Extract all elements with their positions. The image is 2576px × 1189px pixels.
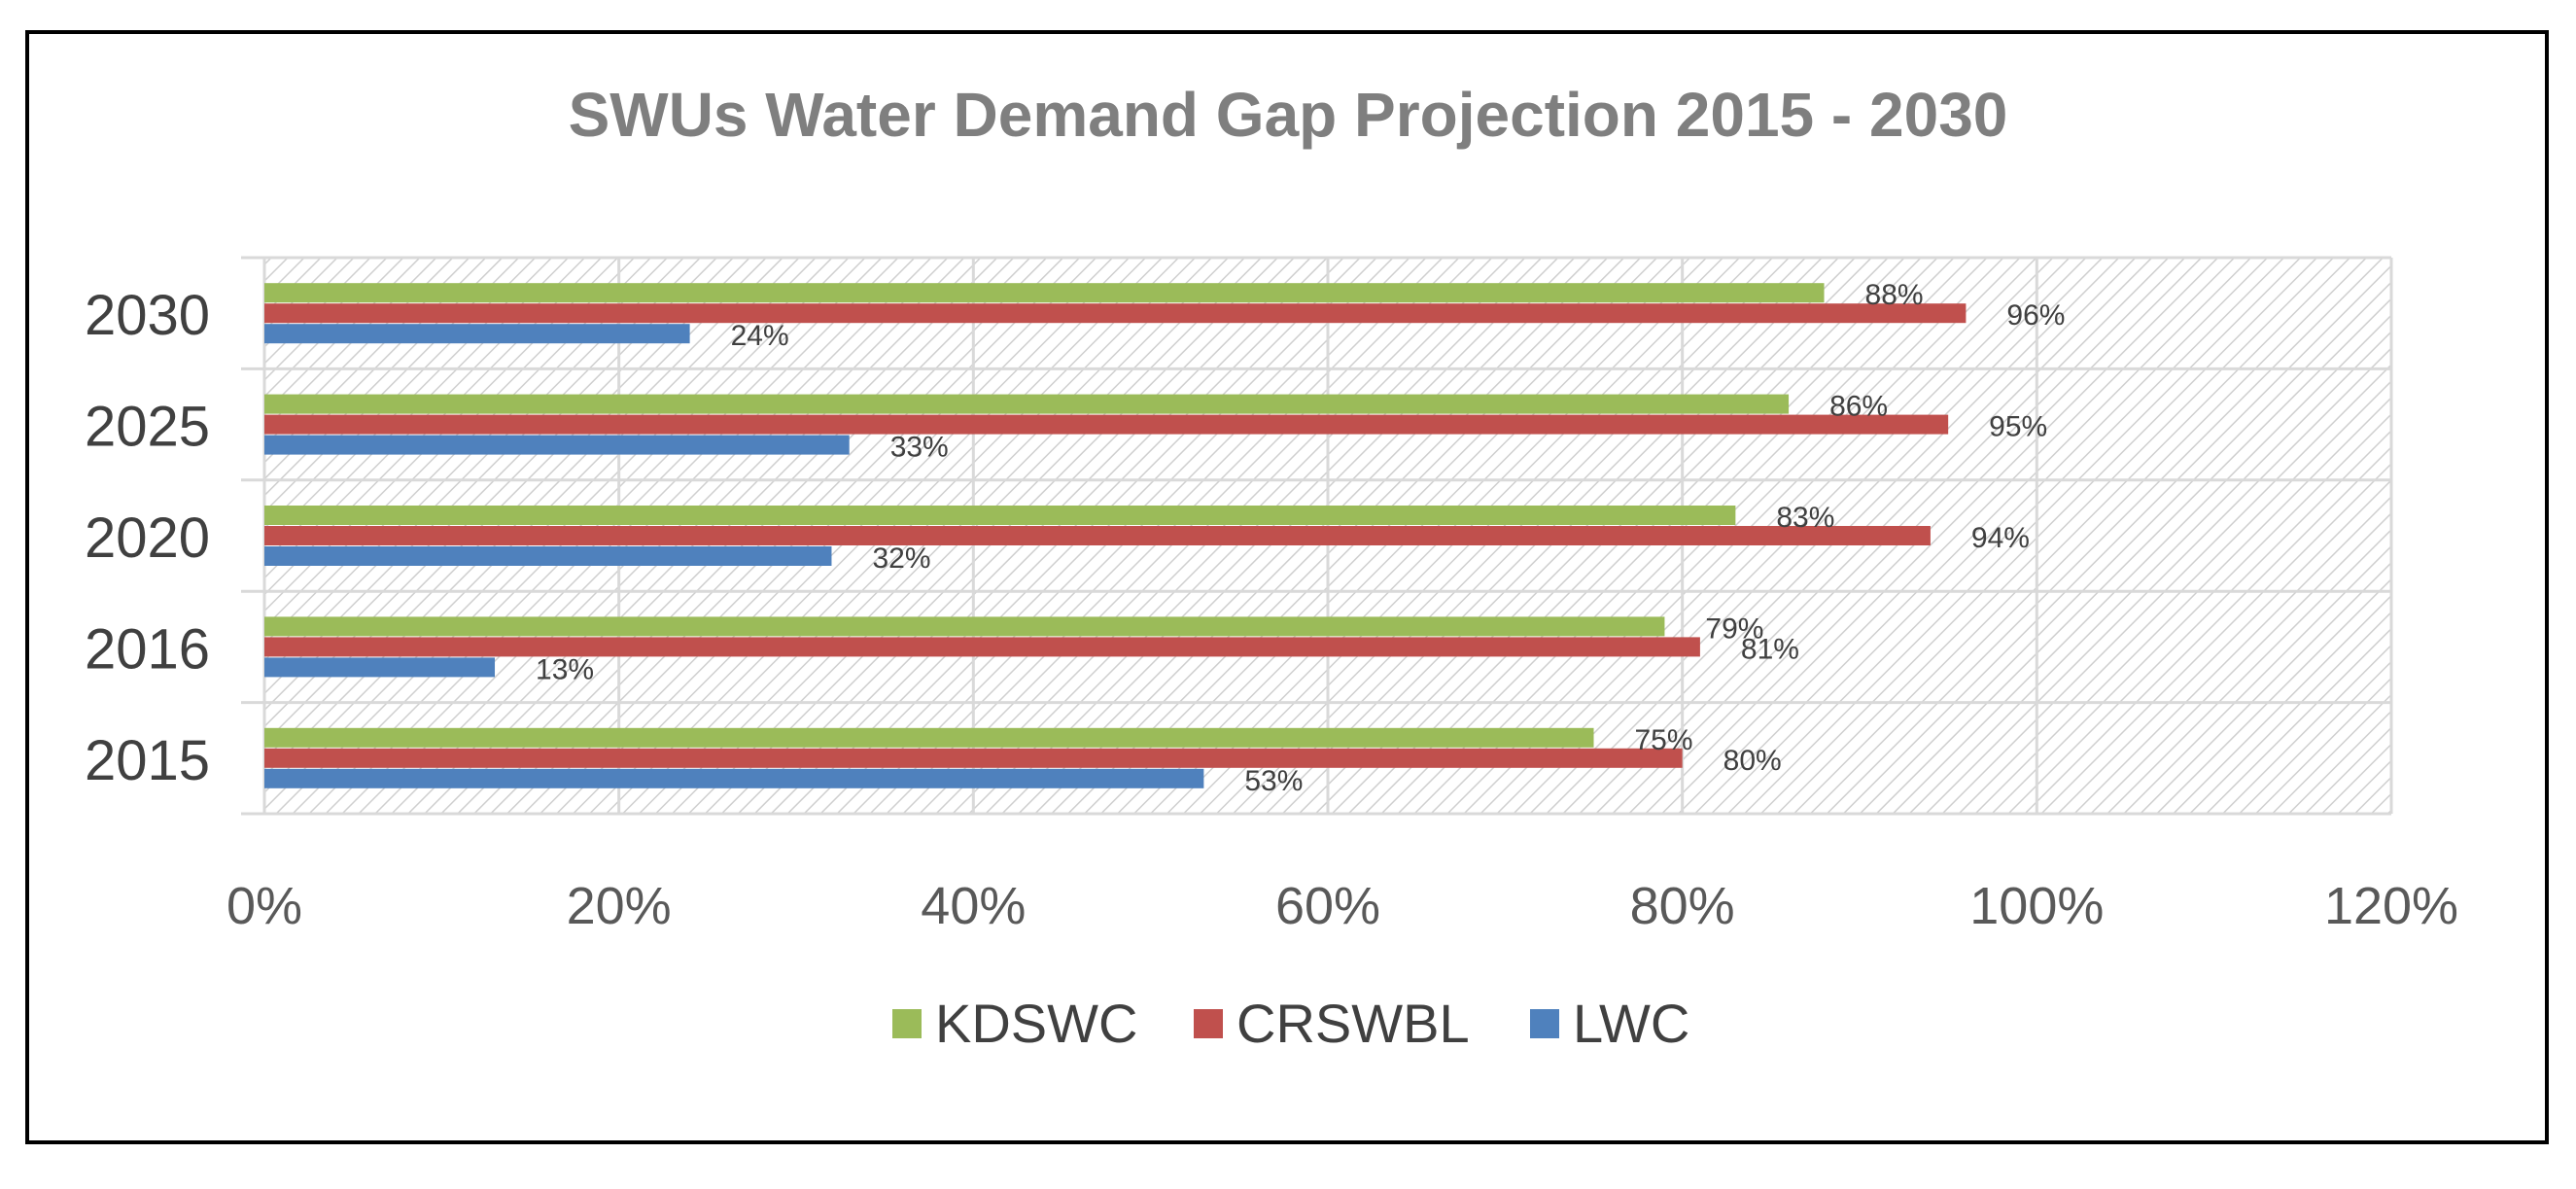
y-tick-label: 2020 [85,507,210,570]
data-label: 80% [1723,745,1782,777]
bar-lwc [264,768,1204,788]
legend: KDSWC CRSWBL LWC [892,993,1689,1054]
bar-lwc [264,435,850,455]
bar-kdswc [264,506,1736,525]
x-tick-label: 100% [1969,877,2104,935]
data-label: 32% [872,542,930,575]
bar-crswbl [264,526,1931,545]
legend-swatch-crswbl [1194,1009,1223,1038]
y-axis: 2015 2016 2020 2025 2030 [85,284,210,792]
bar-crswbl [264,414,1949,435]
data-label: 86% [1829,391,1888,423]
legend-swatch-lwc [1530,1009,1559,1038]
data-label: 83% [1776,502,1834,534]
bar-crswbl [264,303,1967,324]
bar-lwc [264,324,690,344]
y-tick-label: 2030 [85,284,210,347]
chart-title: SWUs Water Demand Gap Projection 2015 - … [569,80,2008,150]
data-label: 96% [2006,299,2065,332]
x-tick-label: 60% [1275,877,1380,935]
x-tick-label: 80% [1630,877,1735,935]
data-label: 53% [1244,765,1303,797]
legend-label-lwc: LWC [1573,993,1689,1054]
bar-lwc [264,546,832,566]
bars [264,283,1967,788]
data-labels: 75% 80% 53% 79%81% 13% 83% 94% 32% 86% 95% 33% 88% 9… [536,279,2065,797]
data-label: 94% [1971,522,2030,554]
legend-swatch-kdswc [892,1009,922,1038]
data-label: 24% [731,320,789,352]
bar-kdswc [264,616,1665,637]
data-label: 79% [1705,612,1763,645]
data-label: 13% [536,653,594,685]
data-label: 33% [890,432,949,464]
data-label: 75% [1635,724,1693,756]
bar-crswbl [264,748,1683,768]
y-tick-label: 2025 [85,396,210,459]
legend-label-crswbl: CRSWBL [1236,993,1470,1054]
bar-kdswc [264,283,1825,303]
x-tick-label: 120% [2324,877,2458,935]
data-label: 81% [1741,633,1799,665]
bar-kdswc [264,727,1594,748]
x-tick-label: 0% [226,877,302,935]
y-tick-label: 2016 [85,617,210,681]
gridlines [241,256,2393,816]
data-label: 88% [1865,279,1924,311]
bar-crswbl [264,637,1700,657]
data-label: 95% [1989,411,2047,443]
bar-kdswc [264,394,1790,414]
y-tick-label: 2015 [85,729,210,792]
x-tick-label: 20% [567,877,672,935]
legend-label-kdswc: KDSWC [935,993,1137,1054]
x-tick-label: 40% [921,877,1026,935]
bar-lwc [264,657,496,678]
x-axis: 0% 20% 40% 60% 80% 100% 120% [226,877,2458,935]
